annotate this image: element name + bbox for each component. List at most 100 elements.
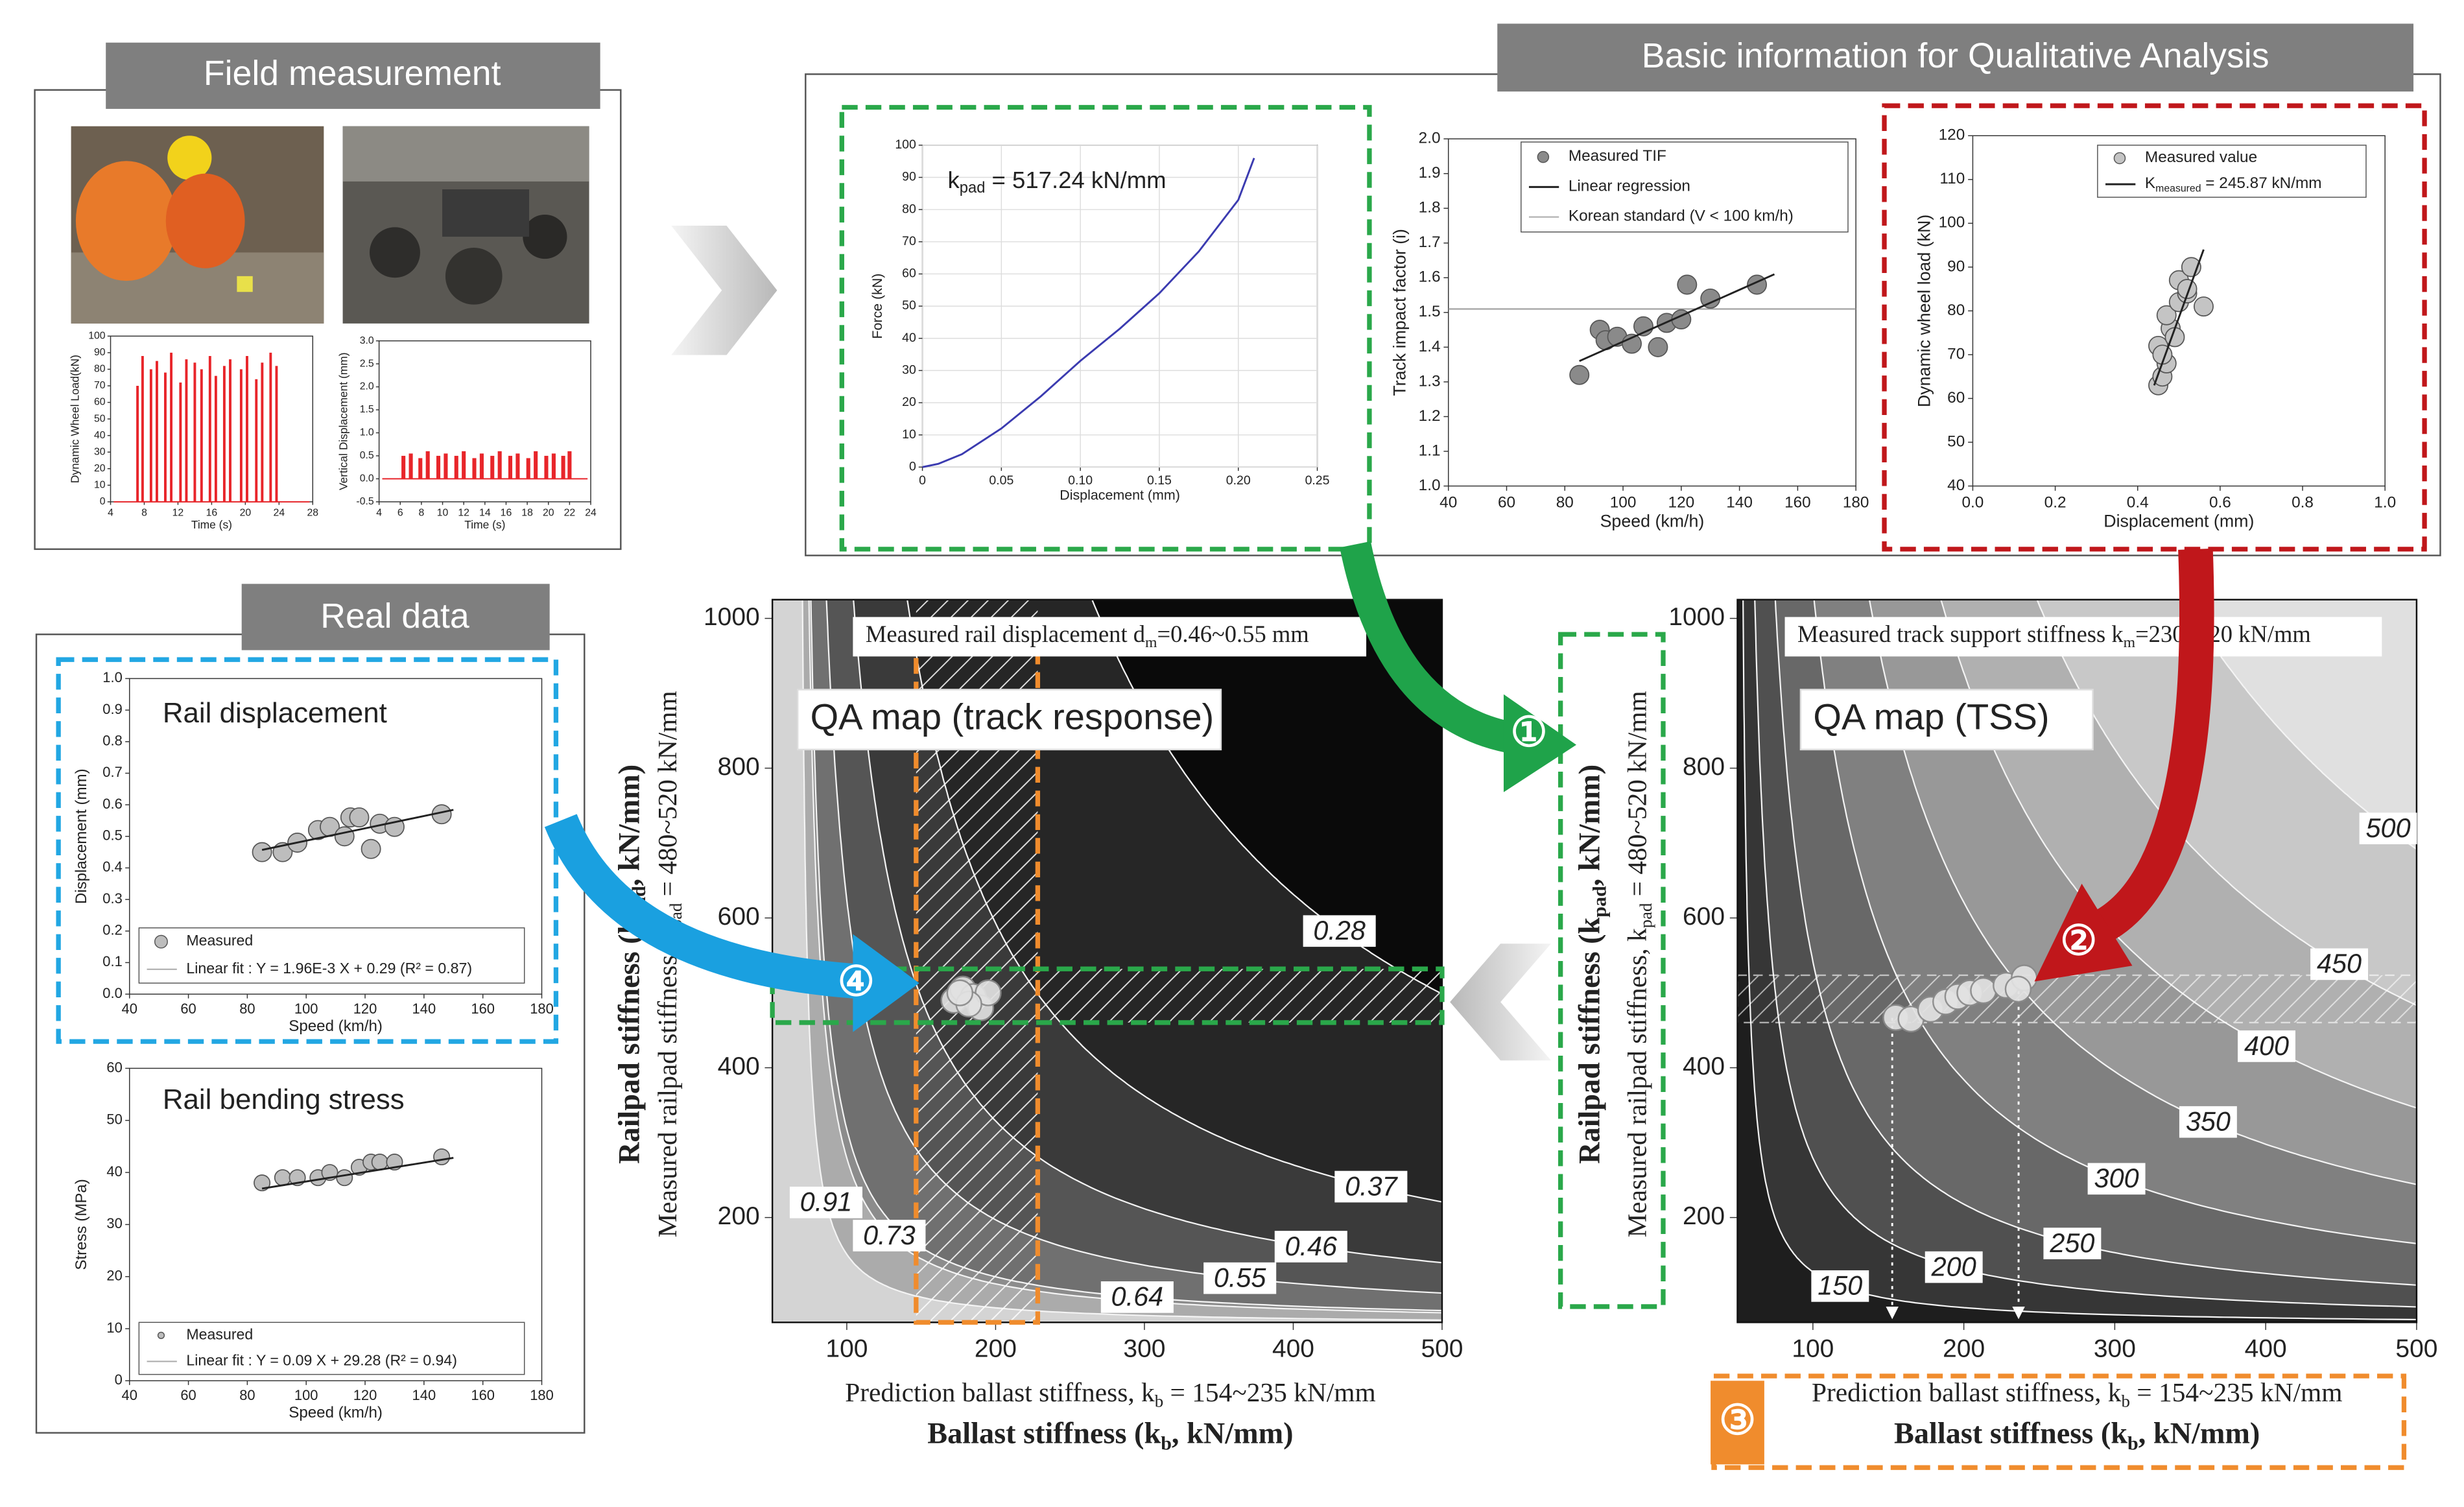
x-tick-label: 4: [376, 507, 382, 518]
y-tick-label: 1.4: [1419, 338, 1441, 355]
data-point: [349, 807, 370, 828]
y-tick-label: 2.0: [1419, 130, 1441, 147]
bar: [508, 455, 513, 479]
header: [106, 42, 600, 109]
contour-label: 0.91: [800, 1187, 853, 1217]
x-axis-label: Time (s): [464, 518, 505, 531]
x-tick-label: 180: [1843, 494, 1869, 512]
y-tick-label: 600: [1683, 903, 1725, 931]
x-tick-label: 40: [1439, 494, 1457, 512]
y-tick-label: 60: [94, 397, 106, 408]
y-tick-label: 1.5: [360, 404, 374, 415]
y-tick-label: 20: [94, 463, 106, 474]
y-tick-label: 50: [94, 413, 106, 424]
y-tick-label: 400: [1683, 1052, 1725, 1080]
bar: [229, 359, 231, 502]
contour-label: 250: [2049, 1228, 2094, 1258]
y-tick-label: 600: [718, 903, 760, 931]
text-part: Measured rail displacement d: [866, 621, 1145, 647]
note-box: [853, 617, 1367, 657]
y-tick-label: 20: [902, 395, 916, 409]
text-part: Linear fit : Y = 1.96E-3 X + 0.29 (R² = …: [186, 960, 472, 977]
contour-label: 0.46: [1285, 1231, 1338, 1261]
bar: [179, 382, 182, 502]
arrow-head: [853, 934, 919, 1032]
legend-label: Linear fit : Y = 0.09 X + 29.28 (R² = 0.…: [186, 1352, 457, 1369]
y-tick-label: 0: [100, 496, 106, 507]
data-point: [2193, 296, 2214, 317]
y-tick-label: 90: [1947, 257, 1965, 275]
x-axis-label: Displacement (mm): [1060, 488, 1180, 503]
flow-arrow: [1450, 943, 1552, 1061]
x-tick-label: 0.20: [1226, 473, 1251, 488]
highlight-box: [1882, 103, 2427, 552]
x-tick-label: 120: [1668, 494, 1695, 512]
y-tick-label: 1.0: [1419, 477, 1441, 494]
fit-line: [1579, 273, 1775, 362]
bar: [208, 355, 211, 502]
y-tick-label: 100: [88, 331, 106, 342]
text-part: = 480~520 kN/mm: [652, 691, 681, 903]
y-axis-label: Vertical Displacement (mm): [337, 352, 350, 490]
text-part: Measured railpad stiffness, k: [1622, 928, 1652, 1237]
contour-label: 150: [1818, 1271, 1862, 1301]
contour-label-box: [1100, 1281, 1174, 1313]
data-point: [371, 1154, 388, 1171]
data-point: [1677, 274, 1698, 295]
y-tick-label: 800: [718, 753, 760, 781]
y-tick-label: 0.3: [102, 890, 122, 907]
y-tick-label: 80: [902, 202, 916, 216]
data-point: [1648, 337, 1668, 357]
data-point: [274, 1169, 291, 1187]
guide-arrow: [2012, 1306, 2025, 1320]
y-tick-label: 0: [115, 1371, 123, 1388]
x-tick-label: 0.4: [2127, 494, 2149, 512]
map-title: QA map (TSS): [1813, 696, 2049, 737]
x-tick-label: 22: [564, 507, 576, 518]
x-tick-label: 200: [975, 1335, 1017, 1362]
bar: [497, 451, 502, 479]
subscript: measured: [2155, 184, 2201, 195]
legend-label: Linear regression: [1569, 178, 1690, 195]
text-part: =230~320 kN/mm: [2135, 621, 2311, 647]
x-tick-label: 16: [206, 507, 218, 518]
x-tick-label: 0.25: [1305, 473, 1330, 488]
x-tick-label: 100: [1610, 494, 1637, 512]
x-tick-label: 14: [479, 507, 491, 518]
data-point: [336, 1169, 353, 1187]
y-tick-label: 40: [106, 1163, 122, 1180]
y-tick-label: 0.0: [102, 985, 122, 1001]
y-tick-label: 2.0: [360, 381, 374, 392]
contour-label-box: [2179, 1106, 2237, 1138]
legend-marker: [157, 1331, 165, 1339]
y-tick-label: 0.6: [102, 796, 122, 812]
x-tick-label: 20: [240, 507, 252, 518]
x-tick-label: 8: [418, 507, 424, 518]
contour-label-box: [1274, 1231, 1347, 1263]
x-axis-label: Speed (km/h): [1600, 512, 1705, 531]
y-tick-label: 100: [1939, 214, 1965, 231]
legend-label: Measured: [186, 1325, 253, 1342]
x-tick-label: 0.2: [2044, 494, 2067, 512]
text-part: Measured: [186, 932, 253, 949]
x-axis-label: Speed (km/h): [289, 1404, 383, 1421]
x-tick-label: 18: [521, 507, 533, 518]
legend-marker: [1537, 150, 1550, 163]
y-tick-label: 100: [895, 137, 916, 152]
bar: [246, 355, 248, 502]
y-tick-label: 1.2: [1419, 407, 1441, 425]
note-box: [1784, 617, 2382, 657]
x-tick-label: 0.10: [1068, 473, 1093, 488]
x-axis-label: Time (s): [191, 518, 232, 531]
contour-label-box: [2087, 1163, 2146, 1195]
bar: [136, 385, 139, 502]
text-part: , kN/mm): [1573, 765, 1606, 886]
legend-box: [2097, 145, 2367, 198]
bar: [444, 453, 448, 479]
x-tick-label: 120: [353, 1387, 377, 1403]
legend-label: Korean standard (V < 100 km/h): [1569, 208, 1794, 225]
text-part: = 517.24 kN/mm: [985, 167, 1166, 193]
contour-label-box: [1925, 1251, 1983, 1283]
x-tick-label: 120: [353, 1001, 377, 1017]
contour-label-box: [2238, 1030, 2295, 1062]
